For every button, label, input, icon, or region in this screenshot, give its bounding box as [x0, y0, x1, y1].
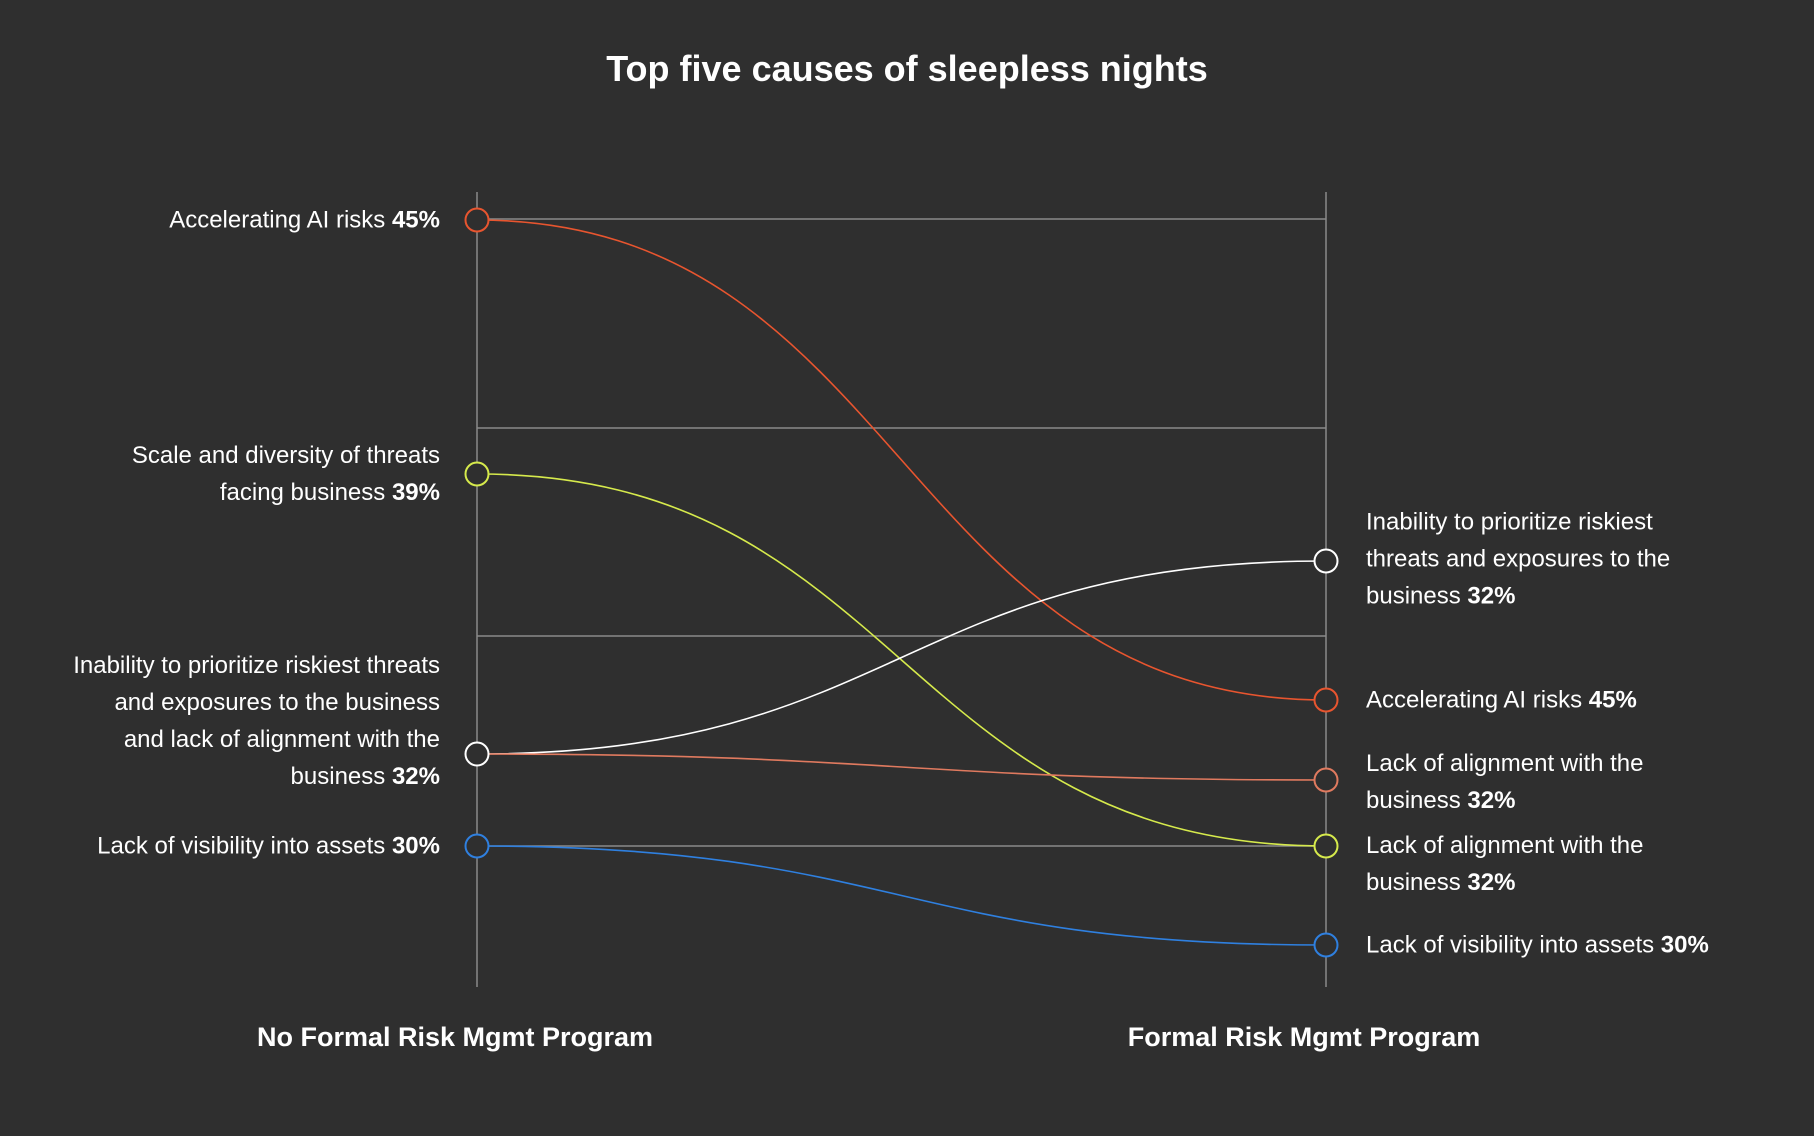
- marker: [1313, 767, 1339, 793]
- label-text: Lack of alignment with the business: [1366, 832, 1644, 896]
- link: [476, 473, 1327, 847]
- value-label: 32%: [1467, 787, 1516, 814]
- item-label: Lack of visibility into assets 30%: [20, 828, 440, 865]
- column-title: Formal Risk Mgmt Program: [1127, 1022, 1481, 1052]
- value-label: 45%: [1588, 686, 1637, 714]
- label-text: Accelerating AI risks: [1366, 686, 1583, 714]
- chart-title: Top five causes of sleepless nights: [606, 48, 1208, 89]
- label-text: Lack of alignment with the business: [1366, 750, 1644, 814]
- value-label: 45%: [391, 206, 440, 234]
- label-text: Inability to prioritize riskiest threats…: [1366, 508, 1671, 610]
- marker: [464, 833, 490, 859]
- label-text: Inability to prioritize riskiest threats…: [73, 652, 440, 790]
- label-text: Lack of visibility into assets: [97, 832, 386, 860]
- link: [476, 845, 1327, 946]
- item-label: Lack of alignment with the business 32%: [1366, 827, 1686, 901]
- value-label: 30%: [391, 832, 440, 860]
- item-label: Lack of visibility into assets 30%: [1366, 927, 1786, 964]
- marker: [1313, 548, 1339, 574]
- link: [476, 219, 1327, 701]
- marker: [1313, 932, 1339, 958]
- item-label: Inability to prioritize riskiest threats…: [1366, 504, 1696, 615]
- value-label: 30%: [1660, 931, 1709, 959]
- link: [476, 753, 1327, 781]
- label-text: Accelerating AI risks: [169, 206, 386, 234]
- link: [476, 560, 1327, 755]
- marker: [464, 461, 490, 487]
- label-text: Lack of visibility into assets: [1366, 931, 1655, 959]
- item-label: Scale and diversity of threats facing bu…: [90, 437, 440, 511]
- marker: [464, 741, 490, 767]
- marker: [1313, 687, 1339, 713]
- marker: [464, 207, 490, 233]
- item-label: Lack of alignment with the business 32%: [1366, 745, 1686, 819]
- item-label: Accelerating AI risks 45%: [1366, 682, 1786, 719]
- value-label: 32%: [391, 763, 440, 790]
- label-text: Scale and diversity of threats facing bu…: [131, 442, 440, 506]
- marker: [1313, 833, 1339, 859]
- item-label: Inability to prioritize riskiest threats…: [70, 647, 440, 795]
- column-title: No Formal Risk Mgmt Program: [256, 1022, 654, 1052]
- item-label: Accelerating AI risks 45%: [20, 202, 440, 239]
- value-label: 39%: [391, 479, 440, 506]
- value-label: 32%: [1467, 582, 1516, 610]
- value-label: 32%: [1467, 869, 1516, 896]
